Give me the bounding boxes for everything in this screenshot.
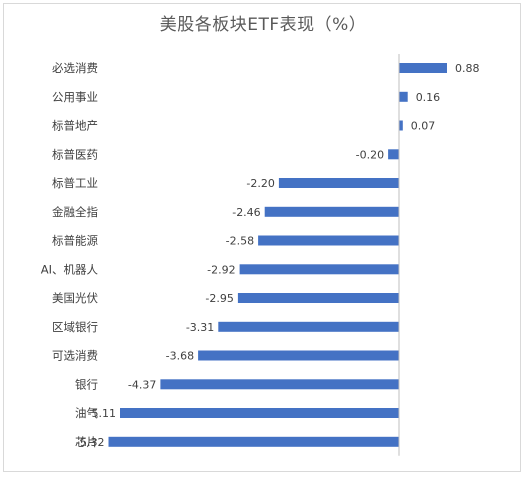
category-label: 公用事业 bbox=[52, 90, 98, 104]
value-label: 0.16 bbox=[416, 91, 441, 104]
value-label: 0.07 bbox=[411, 120, 436, 133]
bar bbox=[198, 350, 399, 361]
value-label: -2.58 bbox=[226, 235, 254, 248]
category-label: 可选消费 bbox=[52, 349, 98, 363]
chart-title: 美股各板块ETF表现（%） bbox=[159, 15, 367, 35]
category-label: 标普能源 bbox=[52, 234, 98, 248]
category-label: 美国光伏 bbox=[52, 291, 98, 305]
bar bbox=[399, 120, 403, 131]
category-label: 芯片 bbox=[75, 435, 98, 449]
value-label: -5.11 bbox=[88, 407, 116, 420]
bar bbox=[399, 63, 447, 73]
category-label: 区域银行 bbox=[52, 320, 98, 334]
value-label: -2.92 bbox=[207, 263, 235, 276]
bar bbox=[120, 408, 399, 418]
bar bbox=[399, 91, 408, 102]
value-label: -2.95 bbox=[205, 292, 233, 305]
category-label: 标普地产 bbox=[52, 119, 98, 133]
category-label: 标普医药 bbox=[52, 147, 98, 161]
value-label: -2.46 bbox=[232, 206, 260, 219]
value-label: -3.31 bbox=[186, 321, 214, 334]
category-label: 必选消费 bbox=[52, 61, 98, 75]
value-label: -0.20 bbox=[356, 148, 384, 161]
bar bbox=[160, 379, 399, 390]
value-label: -2.20 bbox=[246, 177, 274, 190]
bar bbox=[239, 264, 399, 275]
bar bbox=[264, 206, 399, 217]
bar bbox=[258, 235, 399, 246]
value-label: -3.68 bbox=[166, 350, 194, 363]
value-label: -5.32 bbox=[76, 436, 104, 449]
bar bbox=[218, 321, 399, 332]
category-label: 金融全指 bbox=[52, 205, 98, 219]
category-label: AI、机器人 bbox=[41, 262, 99, 276]
bar bbox=[108, 436, 399, 447]
category-label: 标普工业 bbox=[52, 176, 98, 190]
value-label: 0.88 bbox=[455, 62, 480, 75]
bar bbox=[388, 149, 399, 160]
value-label: -4.37 bbox=[128, 378, 156, 391]
category-label: 银行 bbox=[75, 377, 98, 391]
bar bbox=[237, 293, 399, 303]
bar bbox=[278, 178, 399, 188]
category-label: 油气 bbox=[75, 406, 98, 420]
